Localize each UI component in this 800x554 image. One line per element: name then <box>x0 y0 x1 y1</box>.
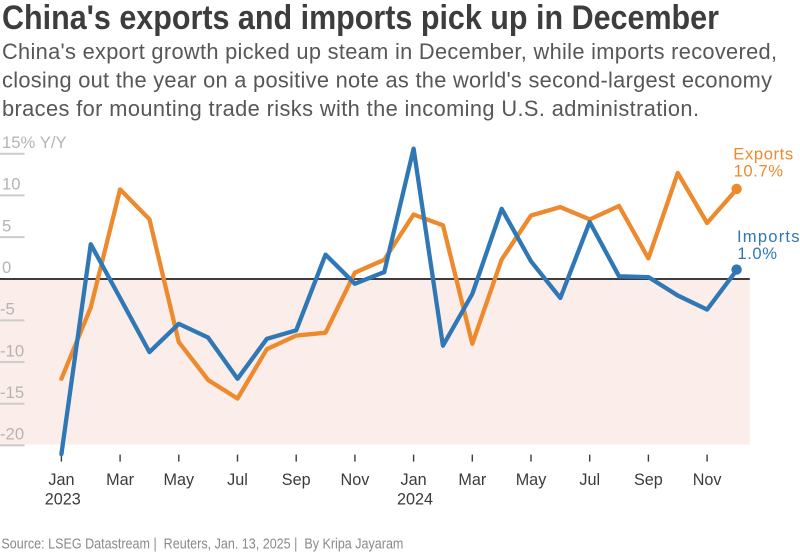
svg-text:2024: 2024 <box>397 491 433 509</box>
svg-text:Jan: Jan <box>48 471 74 489</box>
svg-text:Nov: Nov <box>341 471 371 489</box>
svg-text:0: 0 <box>2 258 11 277</box>
svg-text:Exports: Exports <box>733 145 793 164</box>
svg-text:Sep: Sep <box>282 471 311 489</box>
svg-text:-5: -5 <box>0 300 15 319</box>
svg-text:Imports: Imports <box>737 227 800 246</box>
svg-text:May: May <box>516 471 547 489</box>
svg-text:Nov: Nov <box>693 471 723 489</box>
svg-text:braces for mounting trade risk: braces for mounting trade risks with the… <box>2 96 699 121</box>
svg-text:Source: LSEG Datastream | Reu: Source: LSEG Datastream | Reuters, Jan. … <box>1 537 403 553</box>
svg-text:Jul: Jul <box>579 471 600 489</box>
svg-text:5: 5 <box>2 216 11 235</box>
svg-text:China's exports and imports pi: China's exports and imports pick up in D… <box>2 0 719 37</box>
svg-text:2023: 2023 <box>45 491 81 509</box>
svg-text:15% Y/Y: 15% Y/Y <box>2 133 67 152</box>
svg-text:Mar: Mar <box>106 471 134 489</box>
svg-text:May: May <box>164 471 195 489</box>
svg-text:10: 10 <box>2 175 21 194</box>
svg-text:-15: -15 <box>0 383 24 402</box>
svg-text:Jan: Jan <box>401 471 427 489</box>
svg-text:Mar: Mar <box>458 471 486 489</box>
svg-text:Jul: Jul <box>227 471 248 489</box>
svg-text:10.7%: 10.7% <box>734 162 784 181</box>
svg-text:-10: -10 <box>0 341 24 360</box>
svg-text:Sep: Sep <box>634 471 663 489</box>
svg-text:China's export growth picked u: China's export growth picked up steam in… <box>2 39 777 64</box>
svg-text:closing out the year on a posi: closing out the year on a positive note … <box>2 68 772 93</box>
svg-text:-20: -20 <box>0 425 24 444</box>
svg-text:1.0%: 1.0% <box>737 244 777 263</box>
